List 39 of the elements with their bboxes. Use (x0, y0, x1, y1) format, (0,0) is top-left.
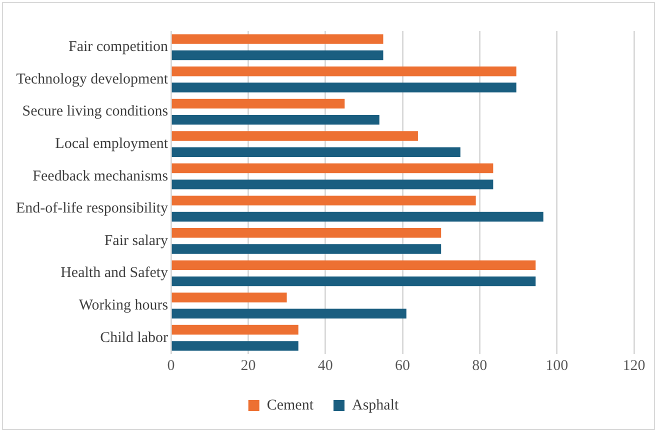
x-tick-label: 40 (318, 358, 333, 374)
bar (172, 66, 516, 76)
bar (172, 163, 494, 174)
bar (172, 98, 345, 109)
bar (172, 244, 442, 254)
y-tick-label: Working hours (78, 297, 168, 314)
y-tick-label: Secure living conditions (22, 104, 168, 120)
y-tick-label: Child labor (100, 330, 168, 346)
x-tick-label: 0 (167, 358, 175, 374)
y-tick-label: Health and Safety (60, 265, 169, 282)
bar (172, 212, 544, 222)
bar (172, 180, 494, 190)
x-tick-label: 120 (622, 358, 646, 374)
legend-label: Asphalt (352, 397, 400, 414)
bar (172, 292, 287, 302)
bar (172, 228, 442, 238)
bar (172, 276, 536, 286)
x-tick-label: 60 (395, 358, 410, 374)
bar (172, 114, 380, 125)
y-tick-label: Feedback mechanisms (32, 168, 168, 184)
bar (172, 82, 516, 92)
y-tick-label: End-of-life responsibility (16, 200, 169, 217)
x-tick-label: 20 (240, 358, 256, 374)
bar (172, 131, 418, 141)
bar (172, 341, 298, 351)
x-tick-label: 100 (546, 358, 568, 374)
bar (172, 50, 384, 60)
y-tick-label: Fair competition (68, 39, 169, 56)
x-tick-label: 80 (472, 358, 488, 374)
y-tick-label: Technology development (16, 71, 169, 88)
bar (172, 324, 298, 335)
y-tick-label: Fair salary (104, 232, 169, 249)
y-tick-label: Local employment (55, 136, 169, 152)
bar (172, 308, 406, 318)
bar (172, 196, 476, 206)
bar (172, 34, 384, 44)
bar (172, 147, 460, 157)
bar (172, 260, 536, 270)
legend-label: Cement (266, 397, 314, 414)
